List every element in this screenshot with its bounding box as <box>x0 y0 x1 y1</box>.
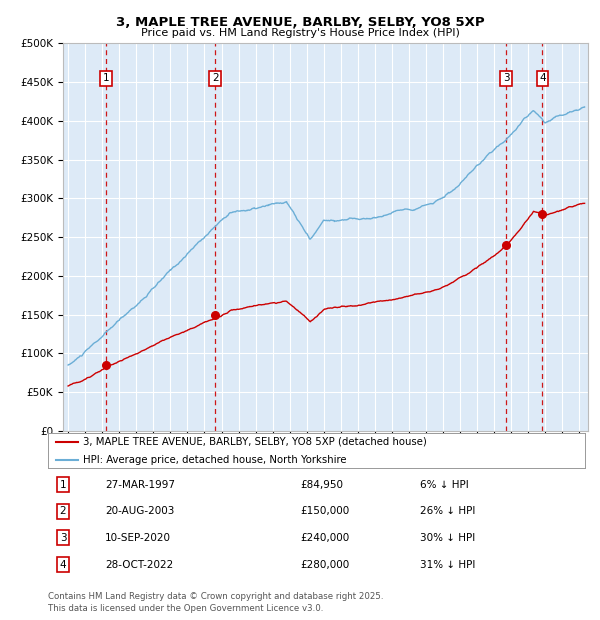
Text: 1: 1 <box>103 73 109 83</box>
Text: 4: 4 <box>539 73 546 83</box>
Text: £84,950: £84,950 <box>300 479 343 490</box>
Text: £240,000: £240,000 <box>300 533 349 543</box>
Text: 30% ↓ HPI: 30% ↓ HPI <box>420 533 475 543</box>
Text: 20-AUG-2003: 20-AUG-2003 <box>105 506 175 516</box>
Text: 3: 3 <box>503 73 509 83</box>
Text: 6% ↓ HPI: 6% ↓ HPI <box>420 479 469 490</box>
Text: 4: 4 <box>59 559 67 570</box>
Text: 2: 2 <box>59 506 67 516</box>
Text: Price paid vs. HM Land Registry's House Price Index (HPI): Price paid vs. HM Land Registry's House … <box>140 28 460 38</box>
Text: 3, MAPLE TREE AVENUE, BARLBY, SELBY, YO8 5XP (detached house): 3, MAPLE TREE AVENUE, BARLBY, SELBY, YO8… <box>83 436 427 446</box>
Text: 27-MAR-1997: 27-MAR-1997 <box>105 479 175 490</box>
Text: 3, MAPLE TREE AVENUE, BARLBY, SELBY, YO8 5XP: 3, MAPLE TREE AVENUE, BARLBY, SELBY, YO8… <box>116 16 484 29</box>
Text: 26% ↓ HPI: 26% ↓ HPI <box>420 506 475 516</box>
Text: Contains HM Land Registry data © Crown copyright and database right 2025.
This d: Contains HM Land Registry data © Crown c… <box>48 591 383 613</box>
Text: 2: 2 <box>212 73 218 83</box>
Text: HPI: Average price, detached house, North Yorkshire: HPI: Average price, detached house, Nort… <box>83 455 346 466</box>
Text: 31% ↓ HPI: 31% ↓ HPI <box>420 559 475 570</box>
Text: £150,000: £150,000 <box>300 506 349 516</box>
Text: 10-SEP-2020: 10-SEP-2020 <box>105 533 171 543</box>
Text: 28-OCT-2022: 28-OCT-2022 <box>105 559 173 570</box>
Text: 1: 1 <box>59 479 67 490</box>
Text: £280,000: £280,000 <box>300 559 349 570</box>
Text: 3: 3 <box>59 533 67 543</box>
